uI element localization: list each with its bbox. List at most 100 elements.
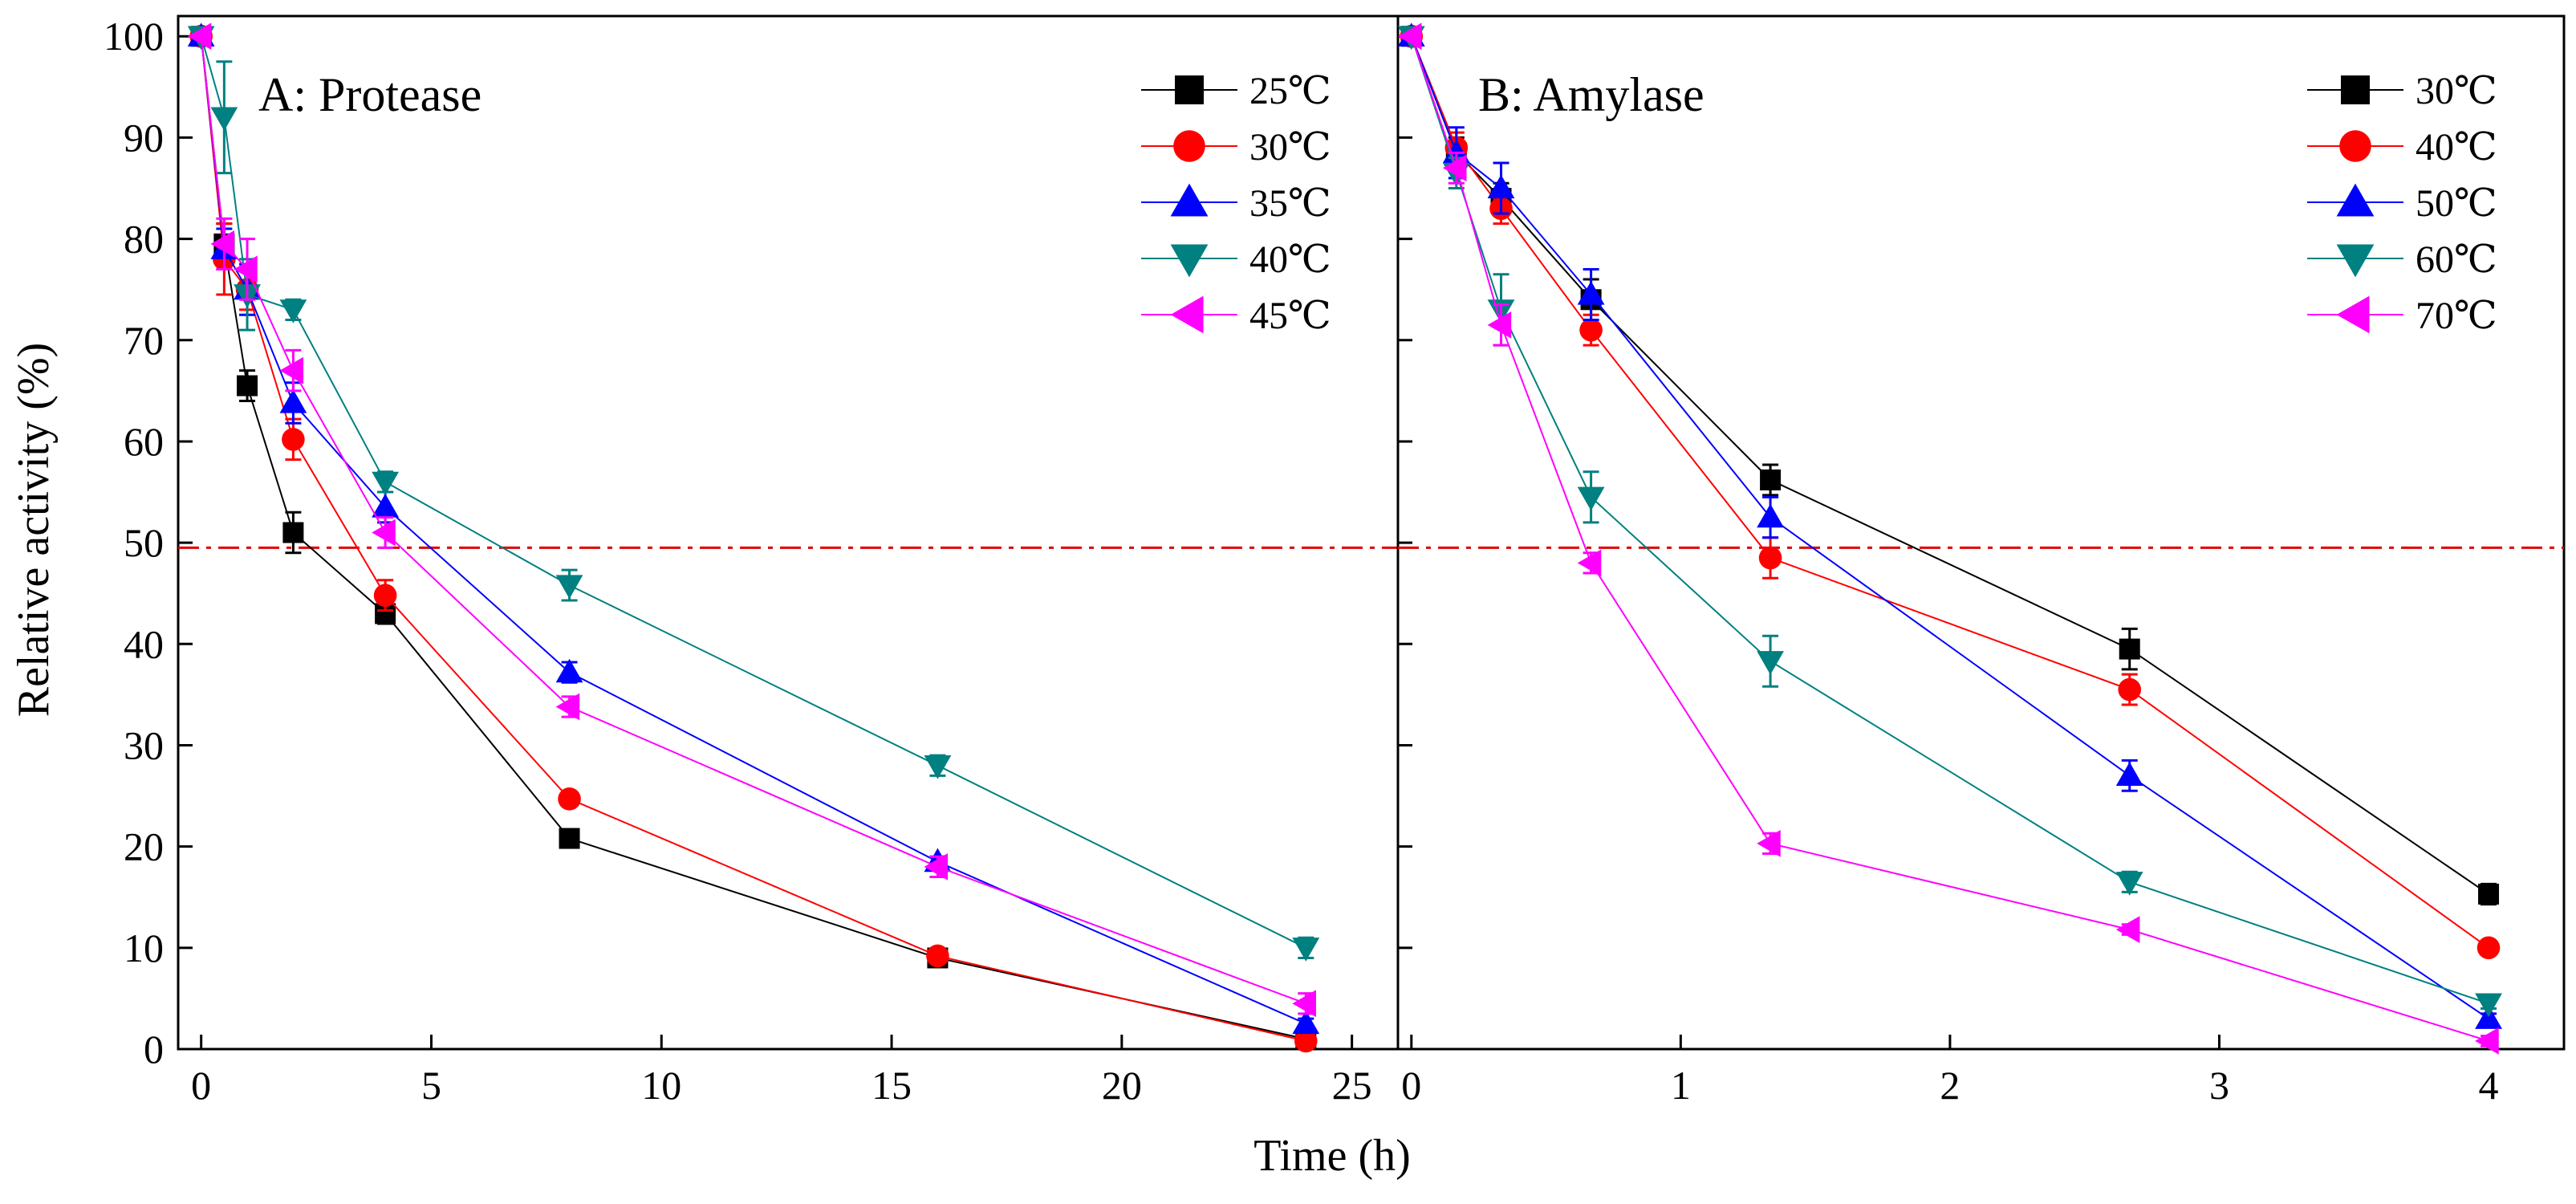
data-point (372, 471, 400, 496)
legend-marker (2341, 75, 2370, 104)
legend-marker (1170, 295, 1204, 334)
series-line (1410, 35, 2489, 949)
data-point (1577, 486, 1605, 511)
legend-marker (1175, 75, 1204, 104)
series-1 (190, 26, 1317, 1050)
data-point (2118, 677, 2142, 702)
y-tick-label: 30 (124, 722, 164, 767)
legend-label: 30℃ (1249, 126, 1331, 169)
data-point (559, 828, 580, 849)
series-line (1410, 35, 2489, 895)
data-point (2115, 872, 2143, 896)
data-point (2476, 936, 2501, 960)
legend-item: 40℃ (1141, 238, 1331, 281)
data-point (555, 575, 583, 600)
series-line (200, 36, 1306, 1025)
data-point (234, 255, 258, 283)
data-point (1579, 318, 1603, 342)
data-point (372, 519, 396, 547)
legend-item: 50℃ (2307, 182, 2497, 225)
panel-title: B: Amylase (1478, 68, 1704, 121)
data-point (558, 787, 581, 811)
legend-marker (1170, 244, 1209, 278)
series-5 (187, 22, 1316, 1018)
legend-label: 35℃ (1249, 182, 1331, 225)
data-point (555, 693, 580, 721)
x-tick-label: 0 (191, 1063, 211, 1108)
y-tick-label: 0 (144, 1027, 164, 1072)
panel-title: A: Protease (258, 68, 481, 121)
legend-marker (2336, 183, 2375, 217)
y-axis-title: Relative activity (%) (9, 343, 59, 717)
legend-label: 25℃ (1249, 70, 1331, 112)
data-point (1577, 281, 1605, 305)
legend-label: 60℃ (2416, 238, 2497, 281)
y-tick-label: 40 (124, 621, 164, 666)
series-4 (187, 26, 1320, 962)
y-tick-label: 20 (124, 824, 164, 869)
legend-item: 25℃ (1141, 70, 1331, 112)
y-tick-label: 70 (124, 318, 164, 363)
legend-label: 40℃ (2416, 126, 2497, 169)
data-point (2475, 1027, 2499, 1055)
x-tick-label: 15 (872, 1063, 912, 1108)
x-tick-label: 20 (1102, 1063, 1142, 1108)
data-point (555, 658, 583, 683)
series-3 (187, 22, 1320, 1035)
legend-item: 35℃ (1141, 182, 1331, 225)
data-point (924, 755, 952, 779)
legend-label: 30℃ (2416, 70, 2497, 112)
series-line (1410, 35, 2489, 1042)
series-line (200, 36, 1306, 1005)
x-tick-label: 10 (641, 1063, 681, 1108)
legend-item: 70℃ (2307, 295, 2497, 337)
data-point (237, 375, 258, 397)
series-1 (1400, 26, 2500, 906)
data-point (1292, 1010, 1320, 1035)
data-point (2119, 638, 2140, 660)
data-point (372, 494, 400, 518)
y-tick-label: 10 (124, 925, 164, 970)
data-point (282, 428, 305, 451)
data-point (1294, 1029, 1318, 1053)
series-5 (1397, 22, 2499, 1055)
x-tick-label: 1 (1671, 1063, 1691, 1108)
series-4 (1397, 26, 2502, 1018)
legend-item: 60℃ (2307, 238, 2497, 281)
panel-protease: 0 10 20 30 40 50 60 70 80 90 100 0 5 10 15 20 25 A: Prote… (104, 14, 1400, 1108)
series-line (1410, 35, 2489, 1019)
data-point (1760, 469, 1782, 490)
data-point (2115, 762, 2143, 786)
data-point (1442, 154, 1467, 182)
legend-item: 40℃ (2307, 126, 2497, 169)
data-point (279, 389, 307, 413)
series-line (200, 36, 1306, 1040)
data-point (373, 584, 397, 608)
data-point (926, 944, 949, 968)
data-point (1757, 503, 1784, 528)
legend-label: 70℃ (2416, 295, 2497, 337)
panel-amylase: 0 1 2 3 4 B: Amylase 30℃ 40℃ 50℃ 60℃ 70℃ (1396, 14, 2566, 1108)
data-point (1577, 549, 1602, 577)
legend-label: 40℃ (1249, 238, 1331, 281)
series-line (200, 35, 1306, 949)
data-point (1397, 22, 1422, 51)
legend-item: 45℃ (1141, 295, 1331, 337)
y-tick-label: 90 (124, 115, 164, 160)
data-point (1757, 829, 1781, 857)
legend-marker (1170, 183, 1209, 217)
data-point (210, 230, 235, 258)
data-point (187, 22, 212, 51)
data-point (1758, 546, 1782, 570)
y-tick-label: 80 (124, 217, 164, 262)
data-point (279, 356, 304, 384)
data-point (924, 852, 949, 881)
data-point (279, 299, 307, 323)
data-point (210, 107, 238, 132)
data-point (1487, 174, 1515, 199)
x-tick-label: 25 (1332, 1063, 1372, 1108)
data-point (2475, 993, 2502, 1018)
legend-label: 45℃ (1249, 295, 1331, 337)
legend-marker (1173, 130, 1205, 162)
